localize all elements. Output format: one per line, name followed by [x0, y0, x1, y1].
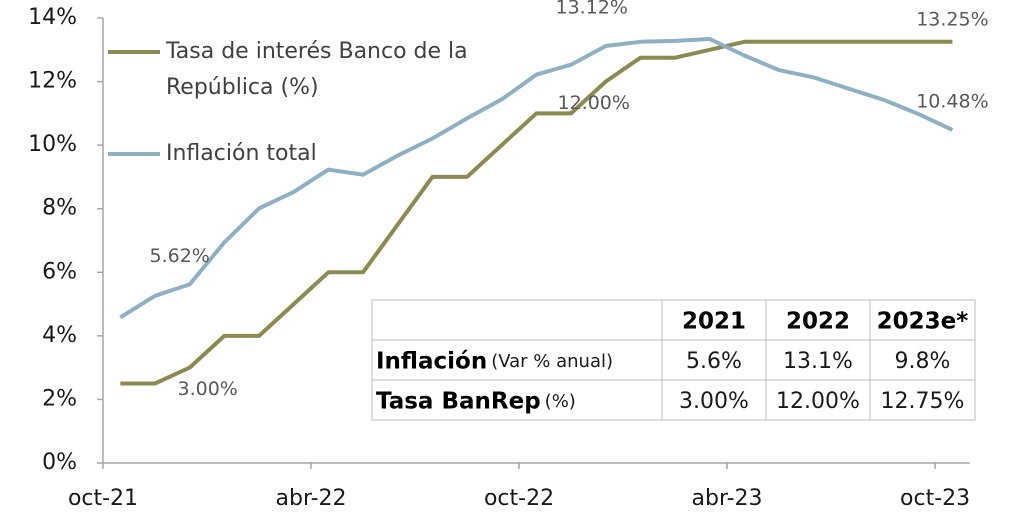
annotation: 13.12% [555, 0, 627, 18]
y-tick-label: 12% [28, 69, 77, 94]
table-cell: 3.00% [679, 389, 749, 414]
table-row-label: Tasa BanRep [376, 389, 541, 415]
y-tick-label: 14% [28, 5, 77, 30]
x-tick-label: oct-22 [484, 486, 554, 511]
table-header: 2021 [682, 309, 746, 335]
annotation: 12.00% [557, 92, 629, 114]
x-tick-label: oct-23 [900, 486, 970, 511]
annotation: 10.48% [916, 90, 988, 112]
x-tick-label: abr-23 [692, 486, 763, 511]
y-tick-label: 6% [42, 259, 77, 284]
y-tick-label: 8% [42, 196, 77, 221]
y-tick-label: 0% [42, 450, 77, 475]
annotation: 3.00% [177, 378, 237, 400]
series-line [120, 39, 953, 386]
x-tick-label: abr-22 [276, 486, 347, 511]
annotation: 13.25% [916, 8, 988, 30]
table-cell: 13.1% [783, 349, 853, 374]
table-row-unit: (%) [545, 391, 576, 412]
y-tick-label: 10% [28, 132, 77, 157]
x-tick-label: oct-21 [68, 486, 138, 511]
table-cell: 9.8% [895, 349, 951, 374]
table-bg [371, 299, 976, 421]
table-cell: 5.6% [686, 349, 742, 374]
legend-label: Inflación total [166, 141, 317, 166]
legend-label: Tasa de interés Banco de la República (%) [165, 39, 468, 100]
table-row-unit: (Var % anual) [491, 351, 613, 372]
series-line [119, 37, 954, 320]
table-header: 2023e* [877, 309, 969, 335]
annotation: 5.62% [149, 245, 209, 267]
table-cell: 12.00% [776, 389, 860, 414]
y-tick-label: 2% [42, 386, 77, 411]
table-cell: 12.75% [881, 389, 965, 414]
table-header: 2022 [786, 309, 850, 335]
table-row-label: Inflación [376, 349, 487, 375]
y-tick-label: 4% [42, 323, 77, 348]
